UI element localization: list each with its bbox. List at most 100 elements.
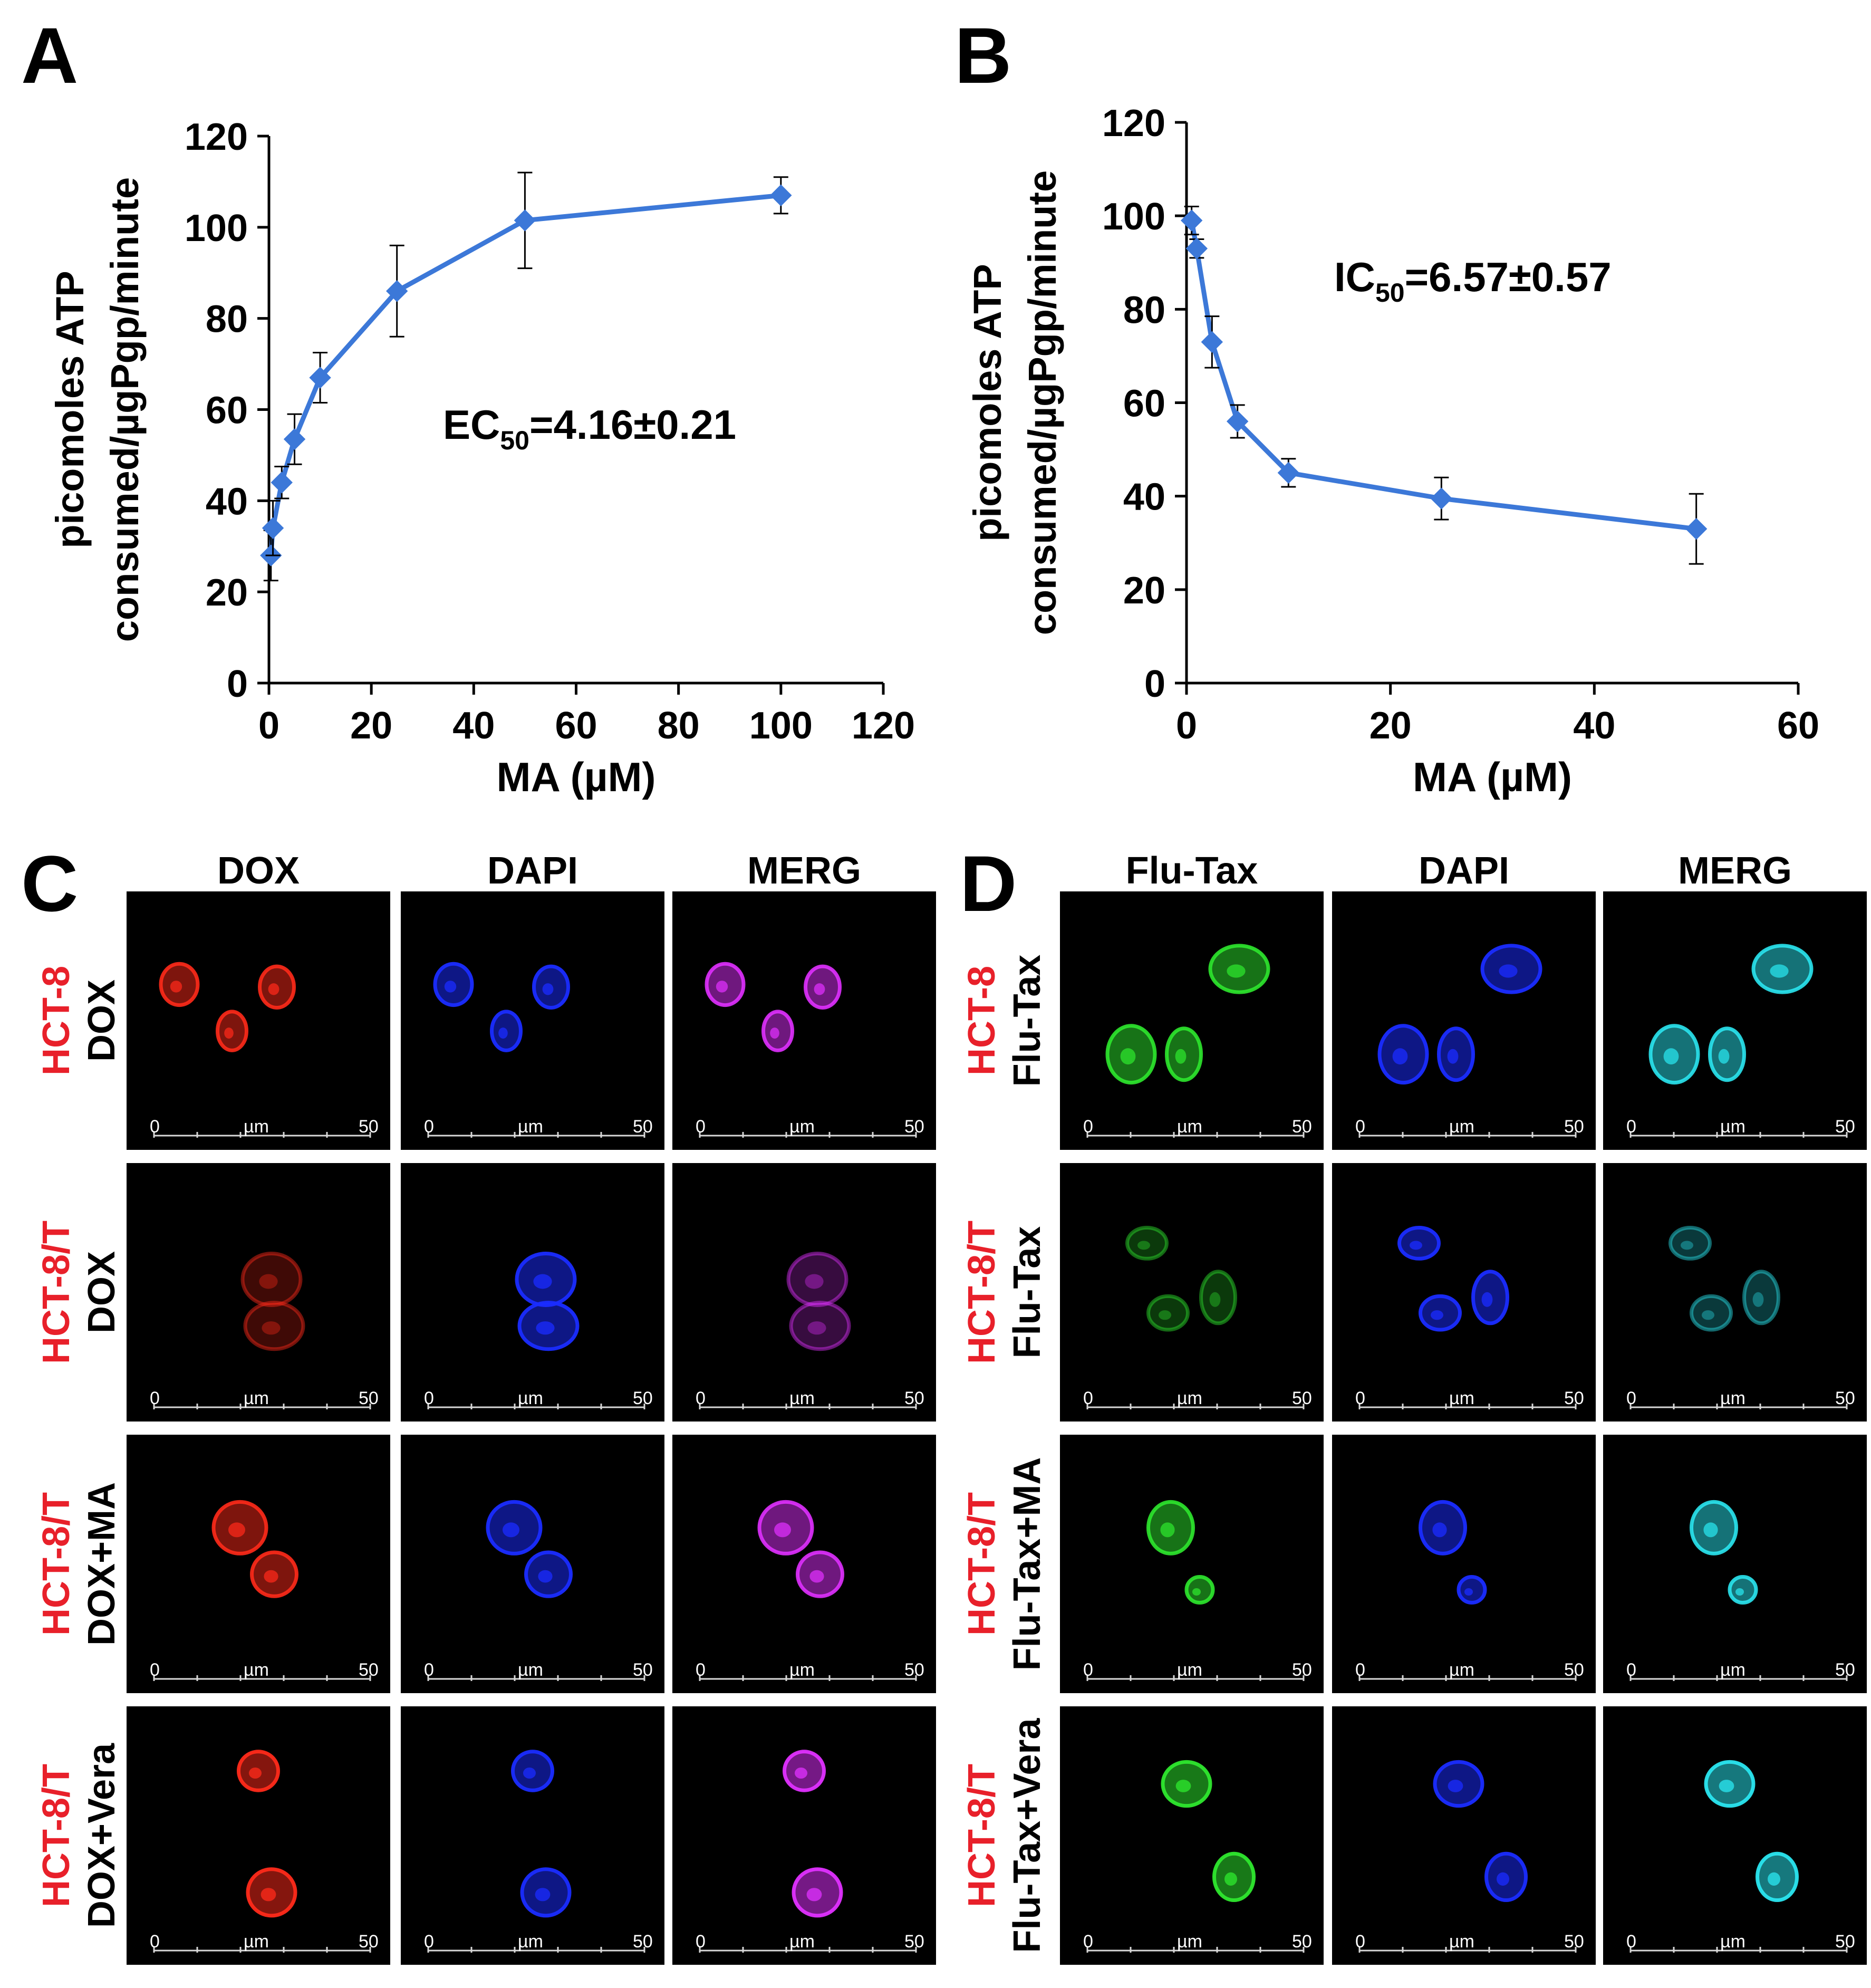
panel-d-micrograph-image [1629,1500,1848,1681]
cell-nucleus-rim [1708,1026,1746,1082]
cell-nucleus-rim [1208,944,1270,994]
scale-bar-end-label: 50 [1292,1660,1312,1680]
cell-nucleus-rim [1146,1294,1190,1332]
panel-c-micrograph: 0 µm 50 [401,1163,664,1422]
scale-bar-start-label: 0 [1083,1660,1093,1680]
cell-nucleus-rim [433,962,474,1007]
nucleolus [1160,1522,1175,1538]
nucleolus [1137,1241,1150,1250]
panel-d-micrograph-image [1358,944,1577,1138]
chart-a-annotation: EC50=4.16±0.21 [443,401,736,455]
cell-nucleus-rim [243,1301,305,1351]
scale-bar-end-label: 50 [359,1117,379,1137]
panel-d-row-label: HCT-8/T Flu-Tax+Vera [957,1706,1052,1965]
cell-nucleus [1201,1271,1236,1323]
chart-b-y-axis-label-line1: picomoles ATP [966,264,1009,541]
panel-c-row-label-treatment: DOX+MA [81,1482,123,1646]
nucleolus [1702,1310,1714,1320]
nucleolus [1432,1522,1447,1538]
panel-d-micrograph-image [1086,1500,1305,1681]
nucleolus [1392,1048,1408,1065]
scale-bar-start-label: 0 [1626,1660,1636,1680]
nucleolus [1224,1872,1237,1886]
cell-nucleus-rim [1669,1225,1712,1261]
panel-c-micrograph: 0 µm 50 [401,1435,664,1693]
cell-nucleus [1691,1296,1731,1330]
nucleolus [1192,1588,1201,1596]
scale-bar-start-label: 0 [424,1117,434,1137]
scale-bar-end-label: 50 [633,1388,653,1408]
panel-c-micrograph: 0 µm 50 [401,1706,664,1965]
scale-bar-end-label: 50 [904,1117,924,1137]
nucleolus [1703,1522,1718,1538]
panel-d-micrograph-image [1086,1225,1305,1409]
chart-b-x-tick-label: 60 [1777,705,1819,747]
chart-b-x-axis-label: MA (µM) [1413,754,1572,800]
nucleolus [259,1274,278,1289]
cell-nucleus-rim [1648,1024,1700,1085]
cell-nucleus-rim [532,964,570,1010]
cell-nucleus-rim [792,1867,843,1918]
scale-bar-unit-label: µm [518,1388,543,1408]
nucleolus [809,1570,824,1583]
scale-bar-start-label: 0 [696,1117,706,1137]
scale-bar-start-label: 0 [1626,1117,1636,1137]
cell-nucleus-rim [1146,1500,1195,1555]
cell-nucleus-rim [1161,1760,1212,1808]
scale-bar-start-label: 0 [1083,1117,1093,1137]
cell-nucleus-rim [1690,1294,1733,1332]
panel-d-column-header: MERG [1678,850,1792,892]
chart-a-x-tick-label: 20 [350,705,392,747]
panel-d-micrograph-image [1358,1500,1577,1681]
panel-c-row-label-cell-line: HCT-8 [35,965,78,1076]
scale-bar-unit-label: µm [518,1117,543,1137]
panel-d-micrograph-image [1358,1760,1577,1953]
panel-c-micrograph-image [699,1500,917,1681]
chart-a-data-point [271,472,293,494]
cell-nucleus [791,1302,849,1349]
nucleolus [814,983,825,995]
panel-d-micrograph: 0 µm 50 [1603,1163,1867,1422]
scale-bar-end-label: 50 [1564,1932,1584,1952]
panel-c-micrograph-image [153,1252,371,1409]
panel-d-micrograph: 0 µm 50 [1060,1435,1324,1693]
panel-d-micrograph: 0 µm 50 [1060,1706,1324,1965]
chart-a-y-tick-label: 0 [227,663,248,705]
nucleolus [533,1274,552,1289]
panel-letter-a: A [21,11,79,100]
nucleolus [1719,1780,1734,1792]
cell-nucleus-rim [1437,1026,1475,1082]
scale-bar-end-label: 50 [904,1660,924,1680]
panel-d-micrograph: 0 µm 50 [1332,891,1596,1150]
panel-letter-b: B [954,11,1012,100]
panel-c-micrograph-image [699,1750,917,1953]
nucleolus [1175,1049,1187,1064]
scale-bar-unit-label: µm [518,1660,543,1680]
nucleolus [1663,1048,1679,1065]
panel-d-row-label-cell-line: HCT-8/T [961,1764,1003,1908]
scale-bar-end-label: 50 [359,1660,379,1680]
panel-c-row-label: HCT-8/T DOX [32,1163,127,1422]
nucleolus [262,1321,281,1335]
chart-b-data-point [1277,462,1300,484]
chart-a: 0 20 40 60 80 100 120 0 20 40 60 80 100 120 MA (µM) pic… [48,116,915,800]
panel-d-column-header: DAPI [1418,850,1510,892]
scale-bar-start-label: 0 [424,1388,434,1408]
scale-bar-start-label: 0 [1626,1388,1636,1408]
panel-c-row-label-cell-line: HCT-8/T [35,1221,78,1365]
nucleolus [1447,1049,1459,1064]
scale-bar-unit-label: µm [789,1660,815,1680]
panel-d-row-label-cell-line: HCT-8 [961,965,1003,1076]
cell-nucleus-rim [524,1550,573,1598]
panel-c-micrograph: 0 µm 50 [672,1706,936,1965]
nucleolus [1770,964,1789,978]
chart-a-series-line [268,193,782,556]
panel-d-row-label-cell-line: HCT-8/T [961,1221,1003,1365]
panel-d-micrograph: 0 µm 50 [1332,1706,1596,1965]
scale-bar-start-label: 0 [150,1388,160,1408]
nucleolus [249,1768,262,1779]
panel-c-row-label-treatment: DOX [81,979,123,1062]
scale-bar-unit-label: µm [244,1932,269,1952]
chart-a-y-axis-label-line2: consumed/µgPgp/minute [103,177,147,642]
scale-bar-end-label: 50 [1292,1388,1312,1408]
